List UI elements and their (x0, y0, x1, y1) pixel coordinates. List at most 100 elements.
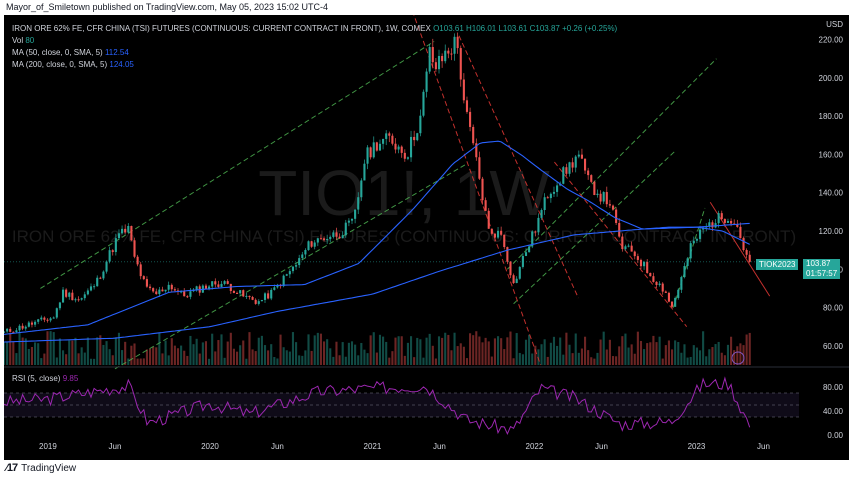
price-tag: 103.87 01:57:57 (803, 259, 841, 279)
volume-bar (130, 345, 133, 365)
chart-frame[interactable]: TIO1!, 1W IRON ORE 62% FE, CFR CHINA (TSI… (4, 15, 849, 460)
volume-bar (521, 354, 524, 365)
candle-body (518, 266, 521, 279)
volume-bar (633, 353, 636, 365)
volume-bar (717, 341, 720, 365)
volume-bar (288, 351, 291, 365)
candle-body (239, 290, 242, 294)
candle-body (649, 272, 652, 277)
volume-bar (58, 338, 61, 365)
legend-volume-row: Vol 80 (12, 36, 34, 45)
candle-body (416, 133, 419, 141)
candle-body (717, 213, 720, 224)
candle-body (615, 209, 618, 223)
candle-body (643, 262, 646, 267)
candle-body (58, 302, 61, 309)
volume-bar (391, 351, 394, 365)
candle-body (15, 330, 18, 333)
volume-bar (344, 356, 347, 365)
volume-bar (568, 344, 571, 365)
candle-body (83, 294, 86, 299)
volume-bar (375, 352, 378, 365)
time-tick-label: 2022 (526, 442, 544, 451)
volume-bar (621, 336, 624, 365)
candle-body (736, 224, 739, 227)
candle-body (472, 126, 475, 144)
candle-body (382, 138, 385, 144)
volume-bar (86, 337, 89, 365)
volume-bar (208, 358, 211, 365)
candle-body (453, 36, 456, 54)
volume-bar (692, 345, 695, 365)
candle-body (27, 322, 30, 327)
candle-body (360, 180, 363, 198)
candle-body (664, 291, 667, 293)
volume-bar (322, 341, 326, 365)
volume-bar (295, 342, 298, 365)
candle-body (409, 136, 413, 158)
rsi-tick-label: 80.00 (823, 383, 844, 392)
candle-body (549, 193, 552, 199)
volume-bar (403, 355, 406, 365)
candle-body (204, 285, 208, 290)
volume-bar (220, 334, 223, 365)
candle-body (540, 210, 543, 218)
volume-bar (89, 358, 93, 365)
volume-bar (400, 336, 403, 365)
candle-body (630, 245, 633, 252)
time-tick-label: 2020 (201, 442, 219, 451)
candle-body (316, 238, 319, 243)
candle-body (372, 142, 375, 158)
volume-bar (500, 338, 503, 365)
volume-bar (245, 358, 248, 365)
candle-body (720, 213, 723, 220)
candle-body (99, 277, 102, 279)
candle-body (667, 292, 670, 302)
volume-bar (397, 336, 400, 365)
volume-bar (409, 336, 413, 365)
candle-body (55, 308, 58, 318)
candle-body (211, 281, 214, 287)
volume-bar (528, 334, 531, 365)
volume-bar (350, 341, 354, 365)
candle-body (167, 284, 170, 290)
candle-body (46, 319, 49, 321)
candle-body (267, 293, 270, 299)
candle-body (531, 231, 534, 247)
volume-bar (313, 335, 316, 365)
candle-body (329, 236, 332, 240)
candle-body (602, 192, 605, 202)
volume-bar (24, 338, 27, 365)
candle-body (574, 156, 577, 168)
volume-bar (618, 346, 621, 365)
candle-body (524, 252, 528, 256)
volume-bar (369, 335, 372, 365)
volume-bar (677, 341, 680, 365)
volume-bar (9, 332, 12, 365)
volume-bar (341, 342, 344, 365)
candle-body (406, 157, 409, 159)
volume-bar (723, 355, 726, 365)
candle-body (506, 247, 509, 262)
candle-body (298, 258, 301, 266)
volume-bar (680, 352, 683, 365)
candle-body (235, 292, 239, 294)
candle-body (148, 286, 152, 289)
volume-bar (487, 341, 490, 365)
volume-bar (484, 337, 487, 365)
candle-body (285, 274, 288, 276)
candle-body (537, 217, 540, 233)
candle-body (618, 222, 621, 237)
candle-body (344, 222, 347, 236)
volume-bar (422, 357, 425, 365)
volume-bar (465, 358, 469, 365)
volume-bar (30, 347, 34, 365)
price-tick-label: 220.00 (819, 36, 844, 45)
volume-bar (531, 353, 534, 365)
candle-body (552, 191, 556, 194)
candle-body (145, 279, 148, 287)
candle-body (288, 271, 291, 275)
candle-body (164, 289, 167, 292)
candle-body (723, 219, 726, 223)
